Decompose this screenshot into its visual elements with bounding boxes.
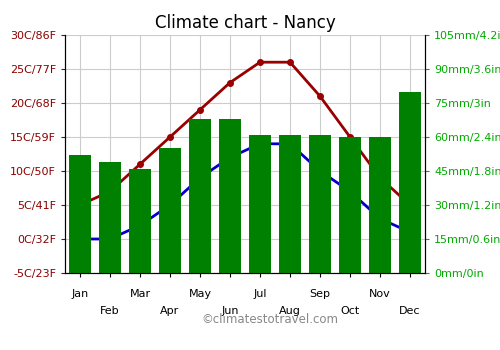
Text: Sep: Sep	[310, 289, 330, 299]
Text: Jan: Jan	[72, 289, 88, 299]
Text: ©climatestotravel.com: ©climatestotravel.com	[202, 313, 339, 326]
Bar	[99, 162, 121, 273]
Text: Apr: Apr	[160, 306, 180, 316]
Text: Jun: Jun	[221, 306, 239, 316]
Text: May: May	[188, 289, 212, 299]
Text: Mar: Mar	[130, 289, 150, 299]
Text: Aug: Aug	[279, 306, 301, 316]
Text: Jul: Jul	[254, 289, 267, 299]
Bar	[279, 135, 301, 273]
Bar	[249, 135, 271, 273]
Text: Feb: Feb	[100, 306, 120, 316]
Text: Dec: Dec	[399, 306, 421, 316]
Bar	[69, 155, 91, 273]
Bar	[309, 135, 331, 273]
Text: Oct: Oct	[340, 306, 359, 316]
Bar	[399, 92, 421, 273]
Bar	[339, 137, 361, 273]
Bar	[159, 148, 181, 273]
Bar	[129, 169, 151, 273]
Bar	[369, 137, 391, 273]
Bar	[219, 119, 241, 273]
Title: Climate chart - Nancy: Climate chart - Nancy	[154, 14, 336, 32]
Bar	[189, 119, 211, 273]
Text: Nov: Nov	[369, 289, 391, 299]
